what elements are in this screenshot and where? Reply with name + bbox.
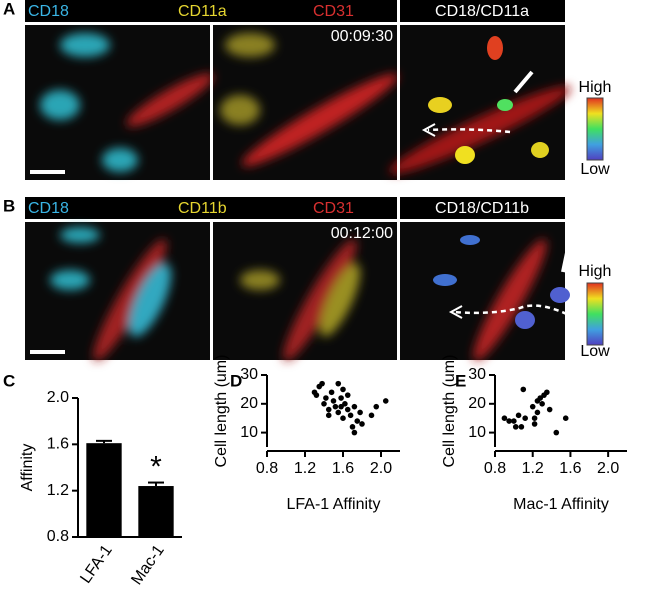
timestamp: 00:09:30: [331, 28, 393, 45]
y-axis-label: Affinity: [19, 444, 36, 492]
point: [330, 398, 337, 404]
panel-a-images: [25, 0, 604, 180]
point: [522, 415, 528, 422]
y-axis-label: Cell length (um): [213, 355, 230, 468]
point: [325, 412, 332, 419]
x-tick-label: Mac-1: [128, 542, 167, 588]
panel-letter: B: [3, 196, 15, 215]
point: [373, 403, 380, 410]
point: [518, 424, 525, 430]
x-tick-label: 0.8: [484, 460, 506, 477]
x-tick-label: 0.8: [256, 460, 278, 477]
point: [335, 380, 342, 387]
timestamp: 00:12:00: [331, 225, 393, 242]
point: [534, 409, 541, 416]
x-tick-label: 1.2: [522, 460, 544, 477]
panel-letter: D: [230, 371, 242, 390]
x-axis-label: LFA-1 Affinity: [287, 496, 381, 513]
y-tick-label: 0.8: [47, 528, 69, 545]
point: [520, 386, 527, 393]
point: [351, 429, 358, 436]
channel-label: CD18: [28, 200, 69, 217]
point: [325, 406, 332, 413]
channel-label: CD18/CD11b: [435, 200, 529, 217]
x-tick-label: LFA-1: [77, 542, 115, 587]
point: [357, 409, 363, 416]
x-tick-label: 1.6: [332, 460, 354, 477]
channel-label: CD18: [28, 3, 69, 20]
scale-high: High: [579, 263, 612, 280]
point: [368, 412, 375, 419]
panel-letter: E: [455, 371, 466, 390]
point: [342, 401, 348, 407]
point: [338, 395, 344, 401]
point: [501, 415, 508, 422]
point: [515, 412, 522, 419]
point: [321, 401, 327, 407]
y-tick-label: 20: [468, 395, 486, 412]
point: [529, 403, 536, 410]
point: [347, 412, 354, 419]
y-tick-label: 1.2: [47, 482, 69, 499]
point: [382, 398, 389, 404]
point: [506, 418, 512, 424]
panel-b-images: [25, 197, 604, 361]
point: [351, 403, 358, 410]
point: [354, 418, 361, 424]
point: [539, 401, 545, 407]
y-tick-label: 20: [240, 395, 258, 412]
point: [313, 392, 320, 398]
y-tick-label: 30: [240, 366, 258, 383]
point: [332, 403, 339, 410]
point: [359, 421, 365, 427]
point: [344, 392, 351, 398]
y-tick-label: 1.6: [47, 436, 69, 453]
scale-high: High: [579, 79, 612, 96]
bar: [86, 443, 122, 537]
point: [344, 406, 351, 413]
y-axis-label: Cell length (um): [441, 355, 458, 468]
y-tick-label: 2.0: [47, 389, 69, 406]
panel-letter: A: [3, 0, 15, 18]
point: [319, 380, 325, 387]
scale-low: Low: [580, 343, 610, 360]
channel-label: CD11a: [178, 3, 227, 20]
channel-label: CD31: [313, 200, 354, 217]
channel-label: CD18/CD11a: [435, 3, 529, 20]
point: [349, 424, 356, 430]
point: [323, 395, 329, 401]
point: [328, 389, 335, 396]
point: [335, 409, 342, 416]
point: [340, 415, 346, 422]
channel-label: CD31: [313, 3, 354, 20]
bar: [138, 486, 174, 537]
x-tick-label: 2.0: [597, 460, 619, 477]
y-tick-label: 10: [468, 424, 486, 441]
point: [553, 429, 560, 436]
x-axis-label: Mac-1 Affinity: [513, 496, 609, 513]
point: [511, 418, 517, 424]
point: [512, 424, 519, 430]
point: [546, 406, 553, 413]
x-tick-label: 1.2: [294, 460, 316, 477]
panel-letter: C: [3, 371, 15, 390]
y-tick-label: 30: [468, 366, 486, 383]
point: [338, 403, 344, 410]
point: [340, 386, 346, 393]
annotation: *: [150, 450, 162, 483]
point: [562, 415, 569, 422]
point: [531, 421, 538, 427]
y-tick-label: 10: [240, 424, 258, 441]
x-tick-label: 2.0: [370, 460, 392, 477]
x-tick-label: 1.6: [559, 460, 581, 477]
point: [544, 389, 550, 396]
scale-low: Low: [580, 161, 610, 178]
channel-label: CD11b: [178, 200, 227, 217]
point: [531, 415, 538, 422]
